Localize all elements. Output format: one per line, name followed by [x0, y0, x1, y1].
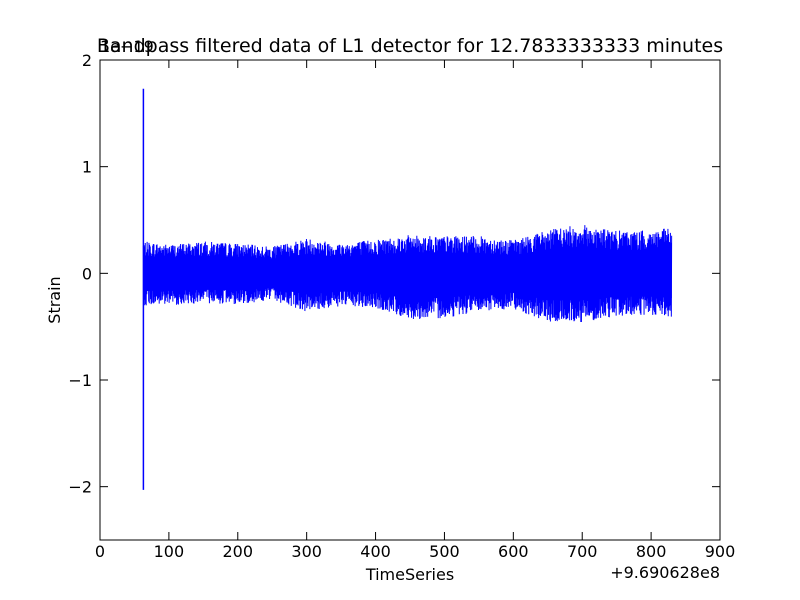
y-tick-label: 2 — [82, 51, 92, 70]
x-tick-label: 300 — [291, 542, 322, 561]
strain-series-line — [142, 225, 673, 323]
y-tick-label: −1 — [68, 371, 92, 390]
y-axis: −2 −1 0 1 2 — [68, 51, 720, 497]
y-tick-label: 0 — [82, 264, 92, 283]
x-tick-label: 900 — [705, 542, 736, 561]
x-axis-label: TimeSeries — [365, 565, 454, 584]
x-tick-label: 500 — [429, 542, 460, 561]
plot-area — [99, 59, 721, 541]
series-layer — [142, 88, 673, 490]
x-axis: 0 100 200 300 400 500 600 700 800 900 — [95, 60, 735, 561]
x-tick-label: 600 — [498, 542, 529, 561]
plot-frame — [99, 59, 721, 541]
x-tick-label: 200 — [223, 542, 254, 561]
x-tick-label: 100 — [154, 542, 185, 561]
y-axis-label: Strain — [45, 276, 64, 323]
y-tick-label: −2 — [68, 478, 92, 497]
strain-series-core — [143, 246, 672, 301]
chart-title: Bandpass filtered data of L1 detector fo… — [97, 35, 723, 57]
x-tick-label: 0 — [95, 542, 105, 561]
y-tick-label: 1 — [82, 158, 92, 177]
y-scale-label: 1e−19 — [100, 37, 154, 56]
x-tick-label: 700 — [567, 542, 598, 561]
x-tick-label: 800 — [636, 542, 667, 561]
x-tick-label: 400 — [360, 542, 391, 561]
x-offset-label: +9.690628e8 — [610, 563, 720, 582]
